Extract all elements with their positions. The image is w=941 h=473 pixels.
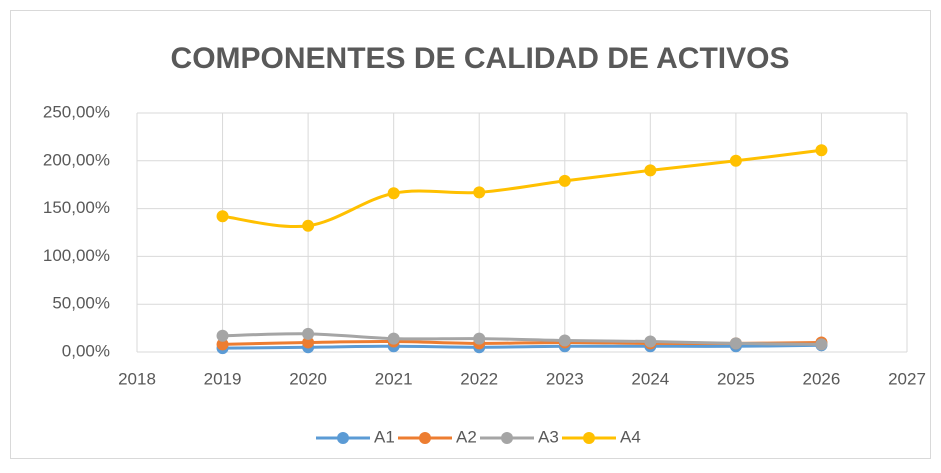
legend-marker bbox=[501, 432, 513, 444]
x-tick-label: 2021 bbox=[375, 369, 413, 388]
legend-label: A1 bbox=[374, 427, 395, 446]
point bbox=[815, 144, 828, 157]
legend-label: A4 bbox=[620, 427, 641, 446]
series-line bbox=[222, 148, 822, 229]
y-tick-label: 250,00% bbox=[43, 102, 110, 121]
y-tick-label: 200,00% bbox=[43, 150, 110, 169]
x-tick-label: 2026 bbox=[803, 369, 841, 388]
y-tick-label: 150,00% bbox=[43, 198, 110, 217]
x-tick-label: 2019 bbox=[204, 369, 242, 388]
point bbox=[216, 210, 229, 223]
x-tick-label: 2025 bbox=[717, 369, 755, 388]
x-tick-label: 2020 bbox=[289, 369, 327, 388]
point bbox=[302, 219, 315, 232]
point bbox=[729, 337, 742, 350]
y-tick-label: 100,00% bbox=[43, 246, 110, 265]
point bbox=[216, 338, 229, 351]
legend-marker bbox=[419, 432, 431, 444]
y-tick-label: 50,00% bbox=[52, 294, 110, 313]
point bbox=[558, 334, 571, 347]
series-line bbox=[222, 332, 822, 346]
x-tick-label: 2018 bbox=[118, 369, 156, 388]
point bbox=[216, 329, 229, 342]
point bbox=[729, 154, 742, 167]
x-tick-label: 2027 bbox=[888, 369, 926, 388]
legend-marker bbox=[583, 432, 595, 444]
x-tick-label: 2022 bbox=[460, 369, 498, 388]
point bbox=[644, 335, 657, 348]
point bbox=[558, 174, 571, 187]
point bbox=[387, 332, 400, 345]
y-tick-label: 0,00% bbox=[62, 341, 110, 360]
chart-frame bbox=[10, 10, 931, 459]
point bbox=[815, 338, 828, 351]
point bbox=[473, 186, 486, 199]
legend-label: A2 bbox=[456, 427, 477, 446]
point bbox=[387, 187, 400, 200]
series-line bbox=[222, 343, 822, 350]
legend-marker bbox=[337, 432, 349, 444]
x-tick-label: 2024 bbox=[631, 369, 669, 388]
point bbox=[302, 336, 315, 349]
point bbox=[473, 332, 486, 345]
legend-label: A3 bbox=[538, 427, 559, 446]
point bbox=[302, 327, 315, 340]
point bbox=[644, 164, 657, 177]
x-tick-label: 2023 bbox=[546, 369, 584, 388]
chart-title: COMPONENTES DE CALIDAD DE ACTIVOS bbox=[171, 42, 790, 75]
